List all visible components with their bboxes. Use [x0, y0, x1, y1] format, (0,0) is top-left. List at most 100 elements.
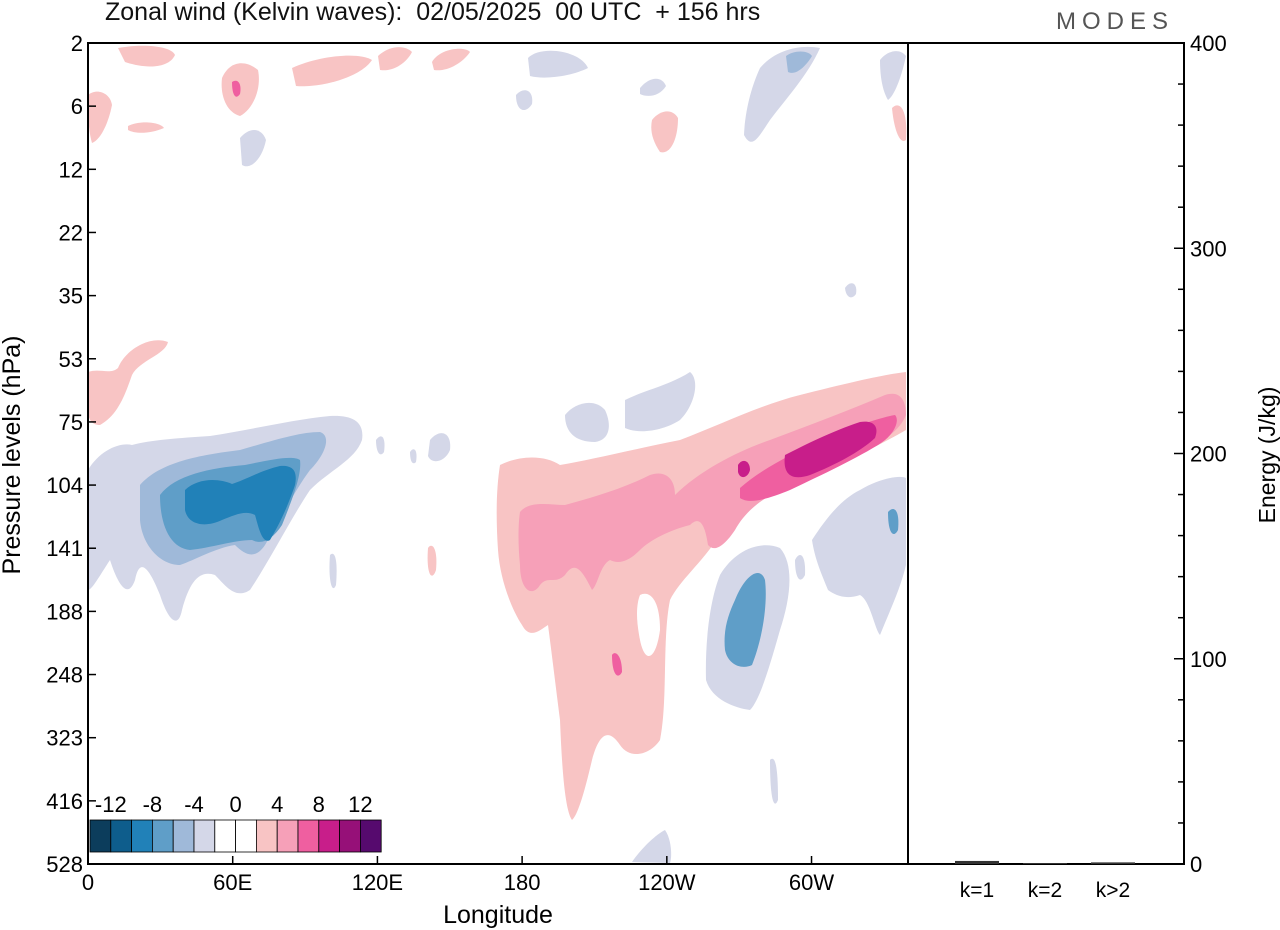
energy-axis-ticks: 0 100 200 300 400 [1174, 31, 1227, 877]
contour-neg [240, 129, 266, 167]
contour-pos [784, 421, 877, 478]
y-tick-label: 141 [46, 536, 83, 561]
contour-neg [845, 283, 857, 298]
x-axis-label: Longitude [443, 901, 553, 929]
y-tick-label: 12 [59, 157, 83, 182]
colorbar-swatch [235, 819, 257, 853]
energy-tick-label: 0 [1190, 852, 1202, 877]
contour-neg [795, 555, 806, 580]
colorbar-label: 8 [313, 792, 325, 817]
contour-pos [651, 111, 678, 153]
contour-zero [637, 593, 660, 657]
contour-neg [880, 51, 906, 100]
colorbar-label: -12 [95, 792, 127, 817]
colorbar-swatch [89, 819, 112, 853]
colorbar-swatch [172, 819, 195, 853]
energy-bar [1091, 862, 1135, 864]
contour-neg [528, 50, 588, 78]
y-tick-label: 104 [46, 473, 83, 498]
energy-tick-label: 200 [1190, 442, 1227, 467]
contour-neg [625, 372, 696, 432]
colorbar-swatch [255, 819, 278, 853]
contour-neg [565, 402, 609, 442]
contour-neg [376, 436, 385, 455]
x-tick-label: 120W [638, 870, 696, 895]
contour-pos [128, 122, 164, 133]
contour-neg [744, 46, 820, 142]
colorbar-swatch [276, 819, 299, 853]
energy-category-label: k>2 [1096, 879, 1130, 902]
contour-pos [432, 48, 470, 71]
energy-tick-label: 400 [1190, 31, 1227, 56]
colorbar-swatch [214, 819, 237, 853]
colorbar-swatch [193, 819, 216, 853]
colorbar-label: 0 [229, 792, 241, 817]
y-tick-label: 22 [59, 220, 83, 245]
energy-axis-label: Energy (J/kg) [1254, 387, 1280, 524]
colorbar-swatch [359, 819, 382, 853]
contour-pos [232, 80, 241, 97]
y-tick-label: 416 [46, 789, 83, 814]
contour-neg [724, 572, 766, 667]
y-tick-label: 528 [46, 852, 83, 877]
y-tick-label: 323 [46, 726, 83, 751]
contour-pos [88, 91, 112, 143]
colorbar-swatch [151, 819, 174, 853]
chart-title: Zonal wind (Kelvin waves): 02/05/2025 00… [105, 0, 761, 26]
y-tick-label: 75 [59, 410, 83, 435]
y-tick-label: 248 [46, 663, 83, 688]
colorbar: -12 -8 -4 0 4 8 12 [89, 792, 382, 853]
contour-neg [410, 449, 417, 464]
contour-field [88, 45, 907, 863]
contour-pos [88, 340, 168, 425]
colorbar-swatch [297, 819, 320, 853]
y-tick-label: 35 [59, 284, 83, 309]
colorbar-label: 12 [348, 792, 372, 817]
y-tick-label: 2 [71, 31, 83, 56]
contour-pos [378, 47, 412, 71]
colorbar-swatch [110, 819, 133, 853]
colorbar-label: -8 [143, 792, 163, 817]
contour-pos [612, 653, 622, 676]
brand-logo: MODES [1056, 8, 1175, 35]
contour-neg [329, 553, 337, 589]
energy-category-label: k=2 [1028, 879, 1062, 902]
y-axis-label: Pressure levels (hPa) [0, 336, 26, 575]
x-tick-label: 120E [352, 870, 403, 895]
energy-bar [1023, 863, 1067, 864]
colorbar-label: -4 [184, 792, 204, 817]
x-axis-ticks: 0 60E 120E 180 120W 60W [82, 856, 834, 895]
contour-pos [496, 372, 906, 820]
y-axis-ticks: 2 6 12 22 35 53 75 104 141 188 248 323 416 528 [46, 31, 96, 877]
contour-pos [738, 460, 750, 478]
colorbar-label: 4 [271, 792, 283, 817]
y-tick-label: 53 [59, 347, 83, 372]
x-tick-label: 0 [82, 870, 94, 895]
contour-pos [292, 55, 372, 87]
energy-categories: k=1 k=2 k>2 [960, 879, 1130, 902]
contour-neg [786, 51, 812, 73]
contour-neg [428, 433, 451, 462]
contour-pos [892, 105, 907, 141]
energy-bars [955, 860, 1135, 864]
y-tick-label: 6 [71, 94, 83, 119]
colorbar-swatch [131, 819, 153, 853]
contour-pos [427, 545, 437, 576]
x-tick-label: 60E [213, 870, 252, 895]
energy-category-label: k=1 [960, 879, 994, 902]
contour-pos [118, 45, 175, 67]
contour-neg [770, 758, 778, 804]
contour-neg [888, 509, 899, 535]
contour-neg [185, 465, 296, 541]
y-tick-label: 188 [46, 599, 83, 624]
x-tick-label: 180 [504, 870, 541, 895]
energy-tick-label: 100 [1190, 647, 1227, 672]
contour-neg [812, 476, 906, 635]
colorbar-swatch [318, 819, 340, 853]
contour-neg [632, 830, 672, 863]
colorbar-swatch [339, 819, 361, 853]
energy-panel-frame [907, 42, 1185, 865]
contour-neg [516, 90, 533, 111]
